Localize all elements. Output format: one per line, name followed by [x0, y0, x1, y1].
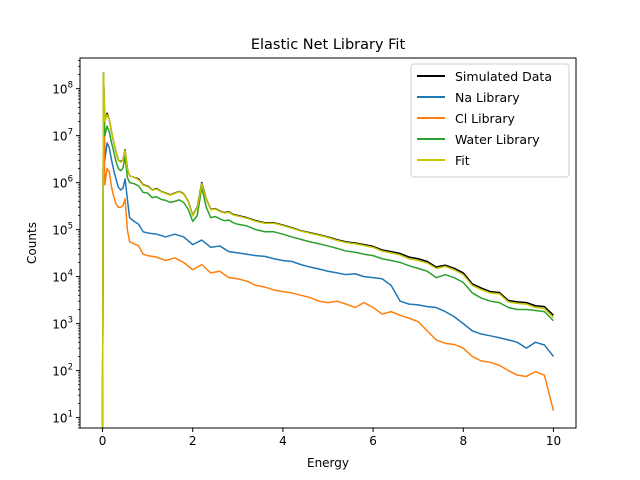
- legend-box: [410, 63, 570, 178]
- y-tick-label: 106: [52, 175, 73, 191]
- y-tick-label: 104: [52, 269, 73, 285]
- x-tick-label: 2: [189, 434, 197, 448]
- y-tick-label: 105: [52, 222, 73, 238]
- legend-label: Simulated Data: [455, 69, 552, 84]
- chart-title: Elastic Net Library Fit: [251, 37, 406, 53]
- x-tick-label: 4: [279, 434, 287, 448]
- legend: Simulated Data Na Library Cl Library Water …: [410, 63, 570, 178]
- series-line-water-library: [101, 73, 554, 428]
- y-tick-label: 102: [52, 363, 73, 379]
- plot-lines: [101, 71, 555, 428]
- x-tick-label: 8: [459, 434, 467, 448]
- x-tick-label: 10: [546, 434, 561, 448]
- legend-label: Cl Library: [455, 111, 515, 126]
- y-tick-label: 108: [52, 81, 73, 97]
- legend-label: Water Library: [455, 132, 540, 147]
- y-axis-label: Counts: [25, 222, 39, 264]
- legend-label: Fit: [455, 153, 470, 168]
- x-axis-label: Energy: [307, 456, 349, 470]
- x-axis: 0 2 4 6 8 10: [99, 428, 561, 448]
- series-line-fit: [101, 71, 554, 428]
- y-tick-label: 103: [52, 316, 73, 332]
- y-tick-label: 101: [52, 410, 73, 426]
- y-tick-label: 107: [52, 128, 73, 144]
- x-tick-label: 6: [369, 434, 377, 448]
- x-tick-label: 0: [99, 434, 107, 448]
- series-line-na-library: [101, 73, 555, 428]
- legend-label: Na Library: [455, 90, 520, 105]
- plot-frame: [79, 57, 577, 429]
- y-axis: 101 102 103 104 105 106 107 108: [52, 60, 80, 429]
- series-line-cl-library: [101, 73, 555, 428]
